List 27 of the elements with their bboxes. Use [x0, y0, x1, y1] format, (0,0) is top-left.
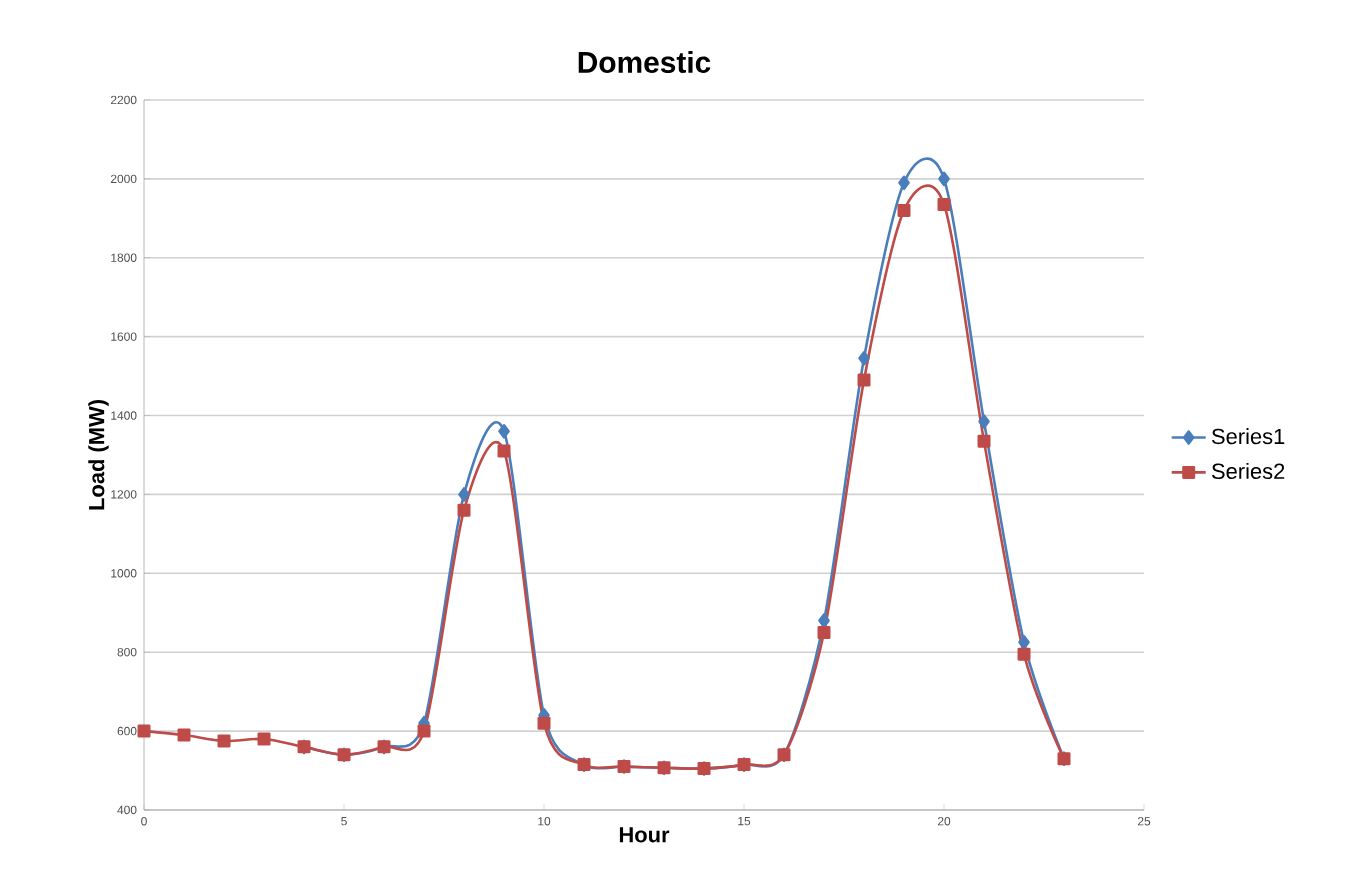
point: [498, 424, 510, 439]
point: [937, 198, 951, 211]
point: [537, 716, 551, 730]
point: [137, 724, 151, 738]
point: [818, 613, 830, 628]
point: [898, 175, 910, 191]
point: [978, 414, 990, 429]
point: [497, 444, 511, 458]
point: [458, 487, 470, 502]
legend-label: Series1: [1211, 428, 1285, 445]
point: [817, 625, 831, 639]
point: [417, 724, 431, 738]
point: [1017, 647, 1031, 661]
point: [257, 732, 271, 746]
point: [858, 351, 870, 366]
legend-label: Series2: [1211, 462, 1285, 480]
point: [977, 434, 991, 448]
point: [1018, 635, 1030, 650]
x-axis-title: Hour: [619, 827, 670, 843]
y-axis-title: Load (MW): [88, 400, 109, 510]
point: [857, 373, 871, 387]
point: [177, 728, 191, 742]
point: [897, 203, 911, 217]
point: [217, 734, 231, 748]
chart-title: Domestic: [578, 51, 711, 73]
point: [457, 503, 471, 517]
point: [938, 171, 950, 187]
